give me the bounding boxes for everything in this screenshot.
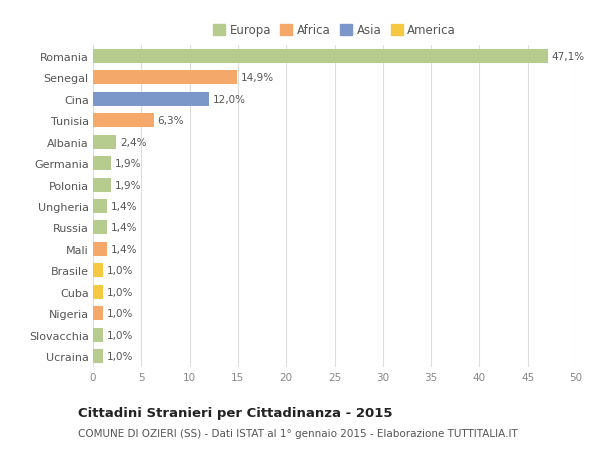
Bar: [93, 71, 237, 85]
Bar: [93, 349, 103, 364]
Bar: [93, 285, 103, 299]
Text: 1,9%: 1,9%: [115, 159, 142, 169]
Bar: [93, 200, 107, 213]
Bar: [93, 307, 103, 320]
Bar: [93, 50, 548, 63]
Bar: [93, 328, 103, 342]
Text: 1,0%: 1,0%: [107, 352, 133, 362]
Text: COMUNE DI OZIERI (SS) - Dati ISTAT al 1° gennaio 2015 - Elaborazione TUTTITALIA.: COMUNE DI OZIERI (SS) - Dati ISTAT al 1°…: [78, 428, 518, 438]
Bar: [93, 92, 209, 106]
Bar: [93, 178, 112, 192]
Text: 1,4%: 1,4%: [110, 202, 137, 212]
Bar: [93, 114, 154, 128]
Text: 1,0%: 1,0%: [107, 266, 133, 276]
Text: 1,0%: 1,0%: [107, 308, 133, 319]
Bar: [93, 264, 103, 278]
Text: 2,4%: 2,4%: [120, 137, 146, 147]
Text: 1,0%: 1,0%: [107, 330, 133, 340]
Text: 47,1%: 47,1%: [552, 51, 585, 62]
Bar: [93, 221, 107, 235]
Text: 1,4%: 1,4%: [110, 244, 137, 254]
Bar: [93, 135, 116, 149]
Text: Cittadini Stranieri per Cittadinanza - 2015: Cittadini Stranieri per Cittadinanza - 2…: [78, 406, 392, 419]
Bar: [93, 157, 112, 171]
Text: 1,4%: 1,4%: [110, 223, 137, 233]
Text: 14,9%: 14,9%: [241, 73, 274, 83]
Text: 6,3%: 6,3%: [158, 116, 184, 126]
Bar: [93, 242, 107, 256]
Text: 1,0%: 1,0%: [107, 287, 133, 297]
Legend: Europa, Africa, Asia, America: Europa, Africa, Asia, America: [208, 20, 461, 42]
Text: 12,0%: 12,0%: [213, 95, 246, 105]
Text: 1,9%: 1,9%: [115, 180, 142, 190]
